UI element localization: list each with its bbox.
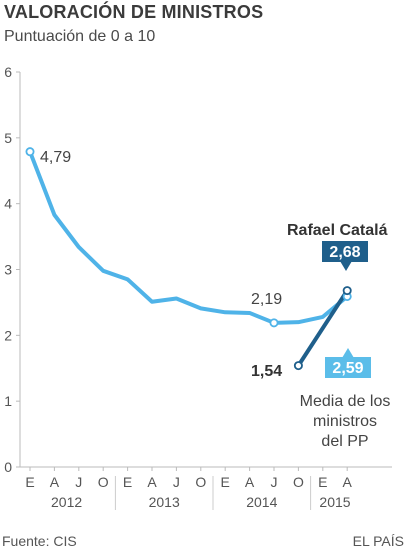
x-month-label: A [50, 474, 60, 490]
chart-title: VALORACIÓN DE MINISTROS [4, 2, 264, 22]
x-month-label: A [245, 474, 255, 490]
x-month-label: E [123, 474, 132, 490]
series-markers [25, 147, 352, 371]
x-axis-year-labels: 2012 2013 2014 2015 [51, 476, 351, 510]
average-point-marker [25, 147, 35, 157]
x-month-label: A [343, 474, 353, 490]
publisher-logo: EL PAÍS [352, 533, 404, 549]
y-tick-label-4: 4 [4, 196, 12, 212]
min-value-label: 2,19 [251, 291, 282, 308]
y-tick-label-3: 3 [4, 262, 12, 278]
x-month-label: J [75, 474, 82, 490]
catala-end-callout: 2,68 [322, 241, 368, 271]
x-month-label: O [195, 474, 206, 490]
catala-series-line [296, 288, 350, 368]
x-month-label: J [271, 474, 278, 490]
x-month-label: J [173, 474, 180, 490]
average-end-value: 2,59 [332, 360, 363, 377]
catala-end-value: 2,68 [329, 244, 360, 261]
x-month-label: O [98, 474, 109, 490]
catala-point-marker [293, 361, 303, 371]
y-tick-label-5: 5 [4, 130, 12, 146]
average-caption-line-1: Media de los [300, 393, 391, 410]
average-point-marker [269, 318, 279, 328]
x-month-label: O [293, 474, 304, 490]
start-value-label: 4,79 [40, 149, 71, 166]
y-tick-label-1: 1 [4, 393, 12, 409]
y-tick-label-6: 6 [4, 64, 12, 80]
x-year-label-2012: 2012 [51, 494, 82, 510]
catala-point-marker [342, 286, 352, 296]
x-year-label-2015: 2015 [319, 494, 350, 510]
x-month-label: A [147, 474, 157, 490]
catala-start-label: 1,54 [251, 363, 282, 380]
catala-name-label: Rafael Catalá [287, 222, 388, 239]
x-month-label: E [318, 474, 327, 490]
x-year-label-2014: 2014 [246, 494, 277, 510]
x-month-label: E [25, 474, 34, 490]
y-axis-ticks: 0 1 2 3 4 5 6 [4, 64, 20, 475]
y-tick-label-2: 2 [4, 327, 12, 343]
average-series-line [28, 149, 350, 325]
x-year-label-2013: 2013 [149, 494, 180, 510]
average-caption-line-2: ministros [313, 413, 377, 430]
y-tick-label-0: 0 [4, 459, 12, 475]
source-credit: Fuente: CIS [2, 533, 77, 549]
chart-subtitle: Puntuación de 0 a 10 [4, 28, 156, 45]
average-caption: Media de los ministros del PP [300, 393, 391, 450]
average-end-callout: 2,59 [325, 348, 371, 378]
x-month-label: E [221, 474, 230, 490]
average-caption-line-3: del PP [321, 433, 368, 450]
